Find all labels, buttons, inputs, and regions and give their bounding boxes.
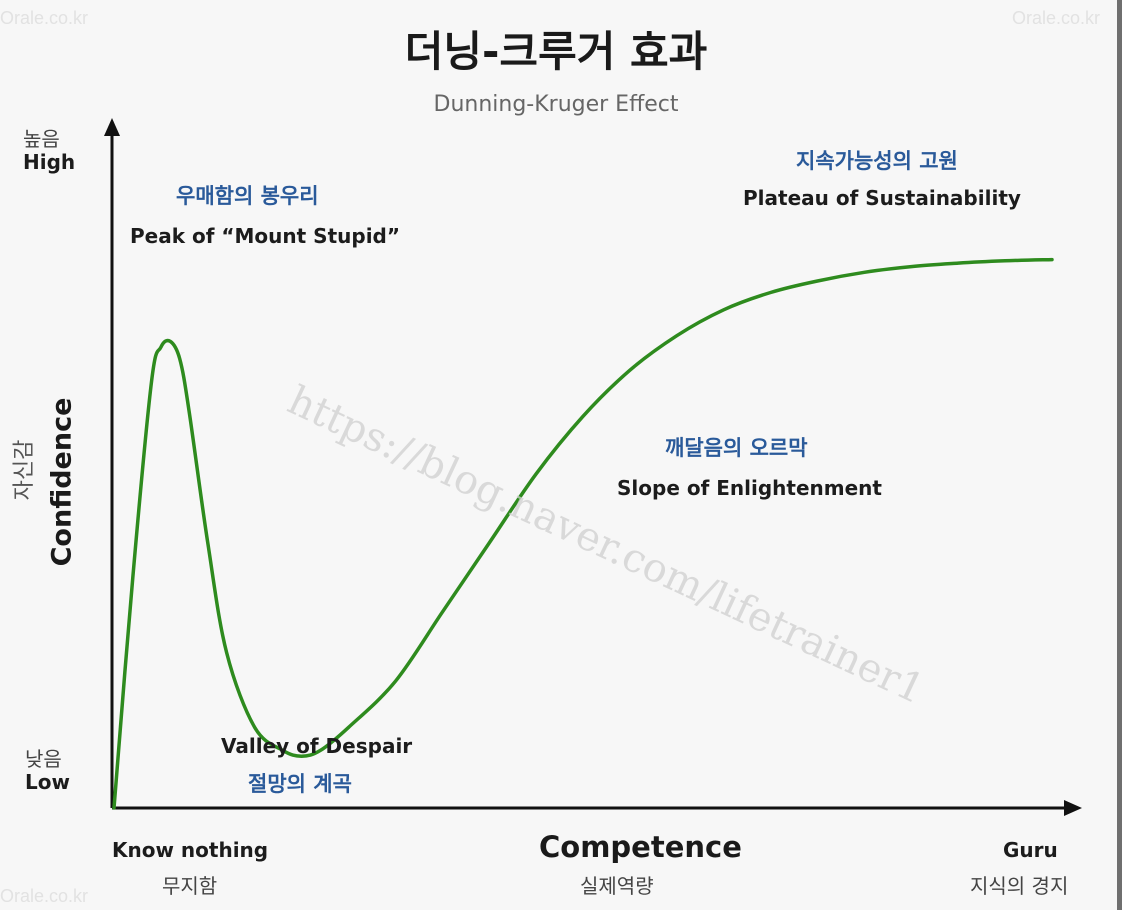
annotation-slope-en: Slope of Enlightenment [617,476,882,500]
y-tick-high-ko: 높음 [23,127,60,151]
right-border [1117,0,1122,910]
x-axis-label-en: Competence [539,830,742,864]
y-axis-arrow [104,118,120,136]
x-axis-arrow [1064,800,1082,816]
corner-watermark: Orale.co.kr [1011,8,1100,28]
x-tick-know-nothing-ko: 무지함 [162,874,218,898]
y-tick-low-ko: 낮음 [25,747,62,771]
corner-watermark: Orale.co.kr [0,8,89,28]
corner-watermark: Orale.co.kr [0,886,89,906]
annotation-peak-en: Peak of “Mount Stupid” [130,224,401,248]
y-tick-high-en: High [23,150,76,174]
annotation-peak-ko: 우매함의 봉우리 [176,184,319,208]
x-tick-guru-en: Guru [1003,838,1058,862]
x-tick-guru-ko: 지식의 경지 [970,874,1069,898]
chart-title: 더닝-크루거 효과 [404,27,708,76]
confidence-curve [112,257,1054,810]
x-tick-know-nothing-en: Know nothing [112,838,269,862]
chart-subtitle: Dunning-Kruger Effect [433,92,679,117]
annotation-valley-en: Valley of Despair [221,734,413,758]
y-axis-label-ko: 자신감 [12,439,37,501]
y-tick-low-en: Low [25,770,70,794]
diagonal-watermark: https://blog.naver.com/lifetrainer1 [281,377,932,713]
x-axis-label-ko: 실제역량 [580,874,654,898]
y-axis-label-en: Confidence [46,397,78,567]
annotation-plateau-ko: 지속가능성의 고원 [796,149,958,173]
annotation-plateau-en: Plateau of Sustainability [743,186,1021,210]
annotation-valley-ko: 절망의 계곡 [248,772,352,796]
annotation-slope-ko: 깨달음의 오르막 [665,436,808,460]
